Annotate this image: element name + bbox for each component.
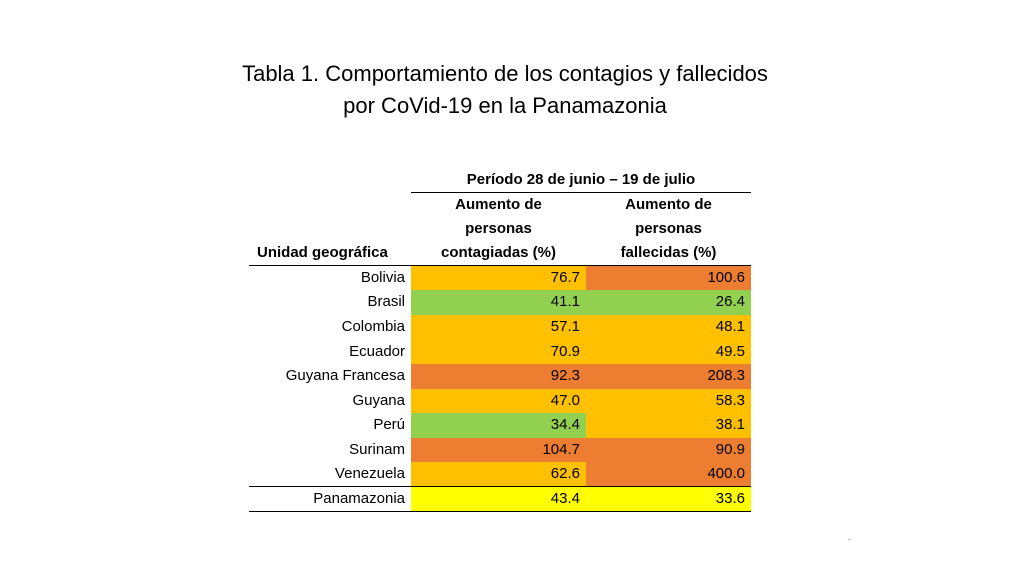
- table-row: Guyana Francesa 92.3 208.3: [249, 363, 751, 389]
- contagiados-cell: 92.3: [411, 363, 586, 389]
- fallecidos-cell: 48.1: [586, 314, 751, 340]
- period-header-row: Período 28 de junio – 19 de julio: [249, 168, 751, 194]
- title-line-2: por CoVid-19 en la Panamazonia: [343, 93, 667, 118]
- contagiados-cell: 47.0: [411, 388, 586, 414]
- period-header: Período 28 de junio – 19 de julio: [411, 168, 751, 194]
- contagiados-cell: 34.4: [411, 413, 586, 438]
- geo-unit-cell: Colombia: [341, 318, 405, 336]
- title-line-1: Tabla 1. Comportamiento de los contagios…: [242, 61, 768, 86]
- table-row: Perú 34.4 38.1: [249, 413, 751, 438]
- contagiados-cell: 62.6: [411, 462, 586, 487]
- fallecidos-cell: 33.6: [586, 486, 751, 513]
- geo-unit-cell: Brasil: [367, 293, 405, 311]
- table-row: Colombia 57.1 48.1: [249, 314, 751, 340]
- fallecidos-cell: 58.3: [586, 388, 751, 414]
- table-row: Ecuador 70.9 49.5: [249, 339, 751, 364]
- col-fallecidos-header: Aumento de personas fallecidas (%): [586, 192, 751, 267]
- table-row: Brasil 41.1 26.4: [249, 290, 751, 315]
- table-title: Tabla 1. Comportamiento de los contagios…: [0, 58, 1010, 122]
- fallecidos-cell: 38.1: [586, 413, 751, 438]
- geo-unit-cell: Perú: [373, 416, 405, 434]
- total-row: Panamazonia 43.4 33.6: [249, 486, 751, 513]
- contagiados-cell: 70.9: [411, 339, 586, 364]
- fallecidos-cell: 26.4: [586, 290, 751, 315]
- contagiados-cell: 43.4: [411, 486, 586, 513]
- covid-table: Período 28 de junio – 19 de julio Unidad…: [249, 168, 751, 513]
- geo-header: Unidad geográfica: [249, 192, 411, 267]
- table-row: Venezuela 62.6 400.0: [249, 462, 751, 487]
- geo-unit-cell: Ecuador: [349, 342, 405, 360]
- contagiados-cell: 76.7: [411, 265, 586, 291]
- geo-unit-cell: Guyana: [352, 391, 405, 409]
- table-row: Bolivia 76.7 100.6: [249, 265, 751, 291]
- fallecidos-cell: 49.5: [586, 339, 751, 364]
- geo-unit-cell: Surinam: [349, 441, 405, 459]
- contagiados-cell: 104.7: [411, 437, 586, 463]
- fallecidos-cell: 90.9: [586, 437, 751, 463]
- fallecidos-cell: 208.3: [586, 363, 751, 389]
- geo-unit-cell: Bolivia: [360, 269, 405, 287]
- geo-unit-cell: Venezuela: [334, 465, 405, 483]
- column-header-row: Unidad geográfica Aumento de personas co…: [249, 192, 751, 267]
- table-row: Surinam 104.7 90.9: [249, 437, 751, 463]
- fallecidos-cell: 100.6: [586, 265, 751, 291]
- geo-unit-cell: Panamazonia: [249, 486, 411, 513]
- contagiados-cell: 41.1: [411, 290, 586, 315]
- decorative-dot: [848, 539, 851, 540]
- fallecidos-cell: 400.0: [586, 462, 751, 487]
- contagiados-cell: 57.1: [411, 314, 586, 340]
- geo-unit-cell: Guyana Francesa: [285, 367, 405, 385]
- table-row: Guyana 47.0 58.3: [249, 388, 751, 414]
- col-contagiados-header: Aumento de personas contagiadas (%): [411, 192, 586, 267]
